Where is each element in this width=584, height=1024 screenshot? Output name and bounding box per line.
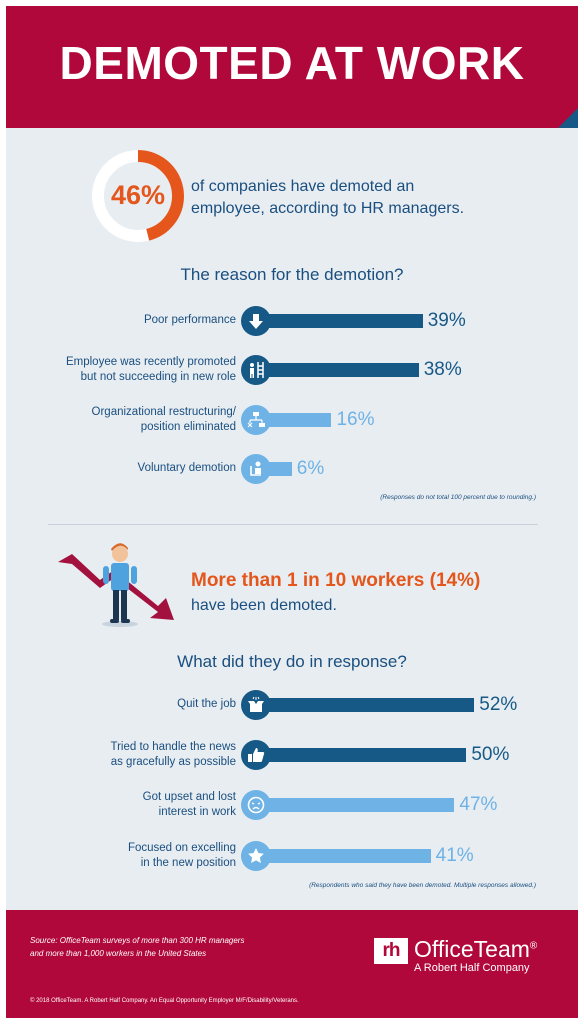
bar-value-label: 39% xyxy=(427,310,466,331)
bar-label: Quit the job xyxy=(20,697,236,712)
source-line-2: and more than 1,000 workers in the Unite… xyxy=(30,949,207,958)
stat-line-1: of companies have demoted an xyxy=(191,178,415,195)
bar-label-line: Got upset and lost xyxy=(142,791,236,803)
banner-fold xyxy=(558,108,578,128)
bar-label-line: Poor performance xyxy=(143,314,236,326)
bar-label-line: Organizational restructuring/ xyxy=(91,406,236,418)
logo-name: OfficeTeam® xyxy=(414,936,537,963)
bar-label-line: interest in work xyxy=(158,806,236,818)
box-icon xyxy=(241,690,271,720)
bar xyxy=(258,413,332,427)
upset-face-icon xyxy=(241,790,271,820)
bar-value-label: 16% xyxy=(336,409,375,430)
source-text: Source: OfficeTeam surveys of more than … xyxy=(30,934,330,960)
copyright: © 2018 OfficeTeam. A Robert Half Company… xyxy=(30,998,299,1004)
stat-line-2: employee, according to HR managers. xyxy=(191,200,465,217)
org-chart-icon xyxy=(241,405,271,435)
bar xyxy=(258,849,431,863)
title-banner xyxy=(6,6,578,128)
down-arrow-icon xyxy=(241,306,271,336)
section-divider xyxy=(48,524,538,525)
bar-label: Focused on excelling in the new position xyxy=(20,841,236,871)
bar xyxy=(258,698,475,712)
person-chair-icon xyxy=(241,454,271,484)
bar xyxy=(258,798,455,812)
bar xyxy=(258,363,419,377)
bar-value-label: 50% xyxy=(471,744,510,765)
reasons-heading: The reason for the demotion? xyxy=(180,265,404,284)
bar-label: Voluntary demotion xyxy=(20,461,236,476)
bar-label-line: Focused on excelling xyxy=(127,842,236,854)
bar-label: Tried to handle the news as gracefully as… xyxy=(20,740,236,770)
demoted-headline: More than 1 in 10 workers (14%) xyxy=(191,570,481,591)
demoted-worker-illustration xyxy=(58,543,174,627)
source-line-1: Source: OfficeTeam surveys of more than … xyxy=(30,936,245,945)
bar xyxy=(258,314,423,328)
bar-label: Poor performance xyxy=(20,313,236,328)
responses-heading: What did they do in response? xyxy=(177,652,407,671)
bar-label-line: but not succeeding in new role xyxy=(80,371,236,383)
bar-label-line: Quit the job xyxy=(177,698,236,710)
demoted-subline: have been demoted. xyxy=(191,597,337,614)
bar-label-line: Tried to handle the news xyxy=(110,741,236,753)
bar-value-label: 52% xyxy=(479,694,518,715)
bar-value-label: 38% xyxy=(423,359,462,380)
bar-label-line: Voluntary demotion xyxy=(137,462,236,474)
thumbs-up-icon xyxy=(241,740,271,770)
footer xyxy=(6,910,578,1018)
bar-value-label: 41% xyxy=(435,845,474,866)
ring-value: 46% xyxy=(110,180,166,210)
bar-value-label: 6% xyxy=(296,458,325,479)
bar-label: Organizational restructuring/position el… xyxy=(20,405,236,435)
bar-label-line: in the new position xyxy=(140,857,236,869)
bar-label-line: position eliminated xyxy=(140,421,236,433)
bar xyxy=(258,748,467,762)
logo-tagline: A Robert Half Company xyxy=(414,962,530,974)
logo-mark: rh xyxy=(374,938,408,964)
ring-arc xyxy=(92,150,184,242)
percent-ring xyxy=(92,150,184,242)
bar-label-line: Employee was recently promoted xyxy=(65,356,236,368)
logo-registered: ® xyxy=(529,940,538,952)
falling-arrow-icon xyxy=(58,554,174,620)
ladder-person-icon xyxy=(241,355,271,385)
bar-label: Got upset and lost interest in work xyxy=(20,790,236,820)
responses-note: (Respondents who said they have been dem… xyxy=(309,882,536,889)
bar-value-label: 47% xyxy=(459,794,498,815)
bar-label: Employee was recently promoted but not su… xyxy=(20,355,236,385)
reasons-note: (Responses do not total 100 percent due … xyxy=(380,494,536,501)
bar-label-line: as gracefully as possible xyxy=(110,756,236,768)
stat-description: of companies have demoted an employee, a… xyxy=(191,176,531,220)
star-icon xyxy=(241,841,271,871)
logo-name-text: OfficeTeam xyxy=(414,936,530,962)
page-title: DEMOTED AT WORK xyxy=(59,37,525,89)
